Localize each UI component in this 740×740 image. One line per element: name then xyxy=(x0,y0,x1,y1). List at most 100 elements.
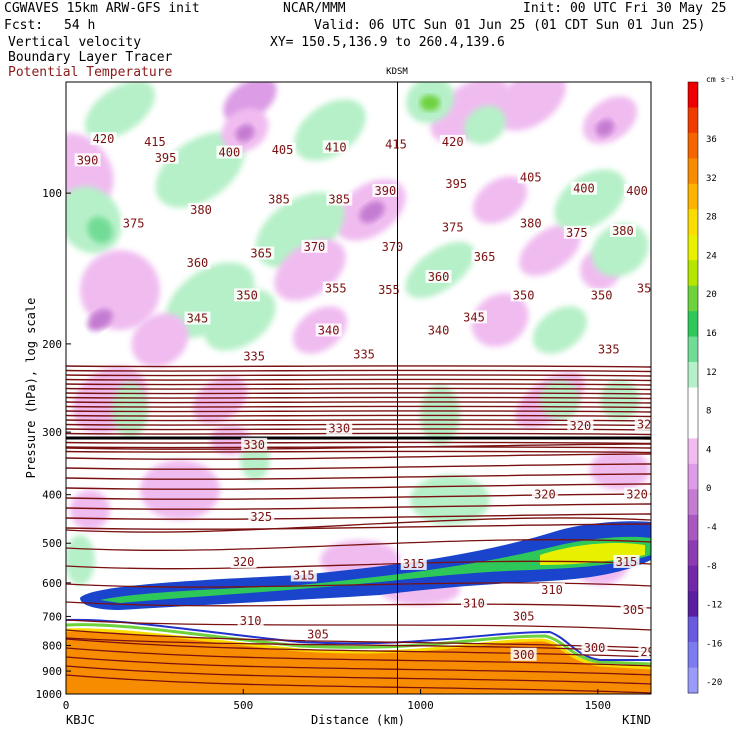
theta-contour xyxy=(66,432,651,436)
theta-label-bg xyxy=(120,216,147,230)
y-tick-label: 300 xyxy=(42,426,62,439)
forecast-hours: 54 h xyxy=(64,18,96,33)
theta-contour xyxy=(66,443,651,450)
colorbar-swatch xyxy=(688,616,698,643)
theta-label-bg xyxy=(90,132,117,146)
theta-label: 345 xyxy=(463,310,485,324)
theta-contour xyxy=(66,665,651,685)
theta-label-bg xyxy=(613,554,640,568)
theta-label: 320 xyxy=(570,419,592,433)
theta-label: 375 xyxy=(123,217,145,231)
model-title: CGWAVES 15km ARW-GFS init xyxy=(4,1,200,16)
velocity-blob xyxy=(235,124,255,142)
theta-label-bg xyxy=(74,153,101,167)
right-station-label: KIND xyxy=(622,713,651,727)
theta-contour xyxy=(66,396,651,400)
tracer-surface-outline xyxy=(66,623,651,666)
colorbar-label: 20 xyxy=(706,290,717,300)
theta-label: 410 xyxy=(325,140,347,154)
theta-label: 315 xyxy=(403,557,425,571)
colorbar-label: -4 xyxy=(706,523,717,533)
theta-contour xyxy=(66,428,651,431)
theta-label-bg xyxy=(624,183,651,197)
theta-label: 355 xyxy=(325,281,347,295)
velocity-blob xyxy=(131,313,189,367)
theta-label: 360 xyxy=(428,270,450,284)
colorbar-units: cm s⁻¹ xyxy=(706,75,735,84)
theta-label-bg xyxy=(248,509,275,523)
theta-contour xyxy=(66,463,651,470)
theta-label-bg xyxy=(425,323,452,337)
theta-label: 415 xyxy=(385,138,407,152)
theta-label: 395 xyxy=(445,177,467,191)
theta-label: 385 xyxy=(328,193,350,207)
theta-label: 335 xyxy=(598,342,620,356)
theta-label-bg xyxy=(595,342,622,356)
theta-label: 305 xyxy=(623,603,645,617)
theta-label-bg xyxy=(230,554,257,568)
colorbar-label: 12 xyxy=(706,368,717,378)
theta-label: 395 xyxy=(155,151,177,165)
theta-label: 380 xyxy=(520,217,542,231)
theta-label-bg xyxy=(634,281,651,295)
colorbar-swatch xyxy=(688,565,698,592)
theta-label: 340 xyxy=(318,323,340,337)
theta-label: 320 xyxy=(233,555,255,569)
theta-label: 420 xyxy=(442,135,464,149)
theta-label-bg xyxy=(517,170,544,184)
theta-label-bg xyxy=(326,192,353,206)
theta-label-bg xyxy=(266,192,292,206)
theta-contour xyxy=(66,410,651,413)
velocity-blob xyxy=(471,293,529,347)
theta-label: 375 xyxy=(442,220,464,234)
theta-contour xyxy=(66,656,651,676)
theta-label: 315 xyxy=(293,569,315,583)
theta-label-bg xyxy=(322,281,349,295)
theta-label-bg xyxy=(539,583,565,597)
colorbar-label: 0 xyxy=(706,484,711,494)
colorbar-swatch xyxy=(688,311,698,338)
theta-contour xyxy=(66,419,651,422)
velocity-blob xyxy=(532,306,588,354)
theta-label: 400 xyxy=(573,182,595,196)
theta-label-bg xyxy=(237,614,264,628)
y-tick-label: 400 xyxy=(42,489,62,502)
theta-contour xyxy=(66,637,651,653)
theta-label: 350 xyxy=(591,288,613,302)
y-tick-label: 600 xyxy=(42,577,62,590)
colorbar-swatch xyxy=(688,285,698,312)
colorbar-label: 28 xyxy=(706,213,717,223)
theta-label-bg xyxy=(269,142,296,156)
colorbar-label: 32 xyxy=(706,174,717,184)
theta-label: 310 xyxy=(463,597,485,611)
colorbar-swatch xyxy=(688,362,698,388)
colorbar-swatch xyxy=(688,158,698,185)
theta-label-bg xyxy=(141,134,168,148)
theta-label: 385 xyxy=(268,193,290,207)
theta-label-bg xyxy=(461,596,487,610)
theta-contour xyxy=(66,647,651,667)
theta-contour xyxy=(66,405,651,409)
theta-label-bg xyxy=(570,181,597,195)
velocity-blob xyxy=(420,95,440,111)
velocity-blob xyxy=(140,460,220,520)
velocity-blob xyxy=(464,105,506,145)
theta-label-bg xyxy=(439,220,466,234)
theta-contour xyxy=(66,601,651,609)
init-time: Init: 00 UTC Fri 30 May 25 xyxy=(523,1,727,16)
theta-label: 355 xyxy=(378,283,400,297)
theta-label-bg xyxy=(184,256,211,270)
theta-label: 380 xyxy=(190,203,212,217)
x-tick-label: 1000 xyxy=(407,699,434,712)
colorbar-label: 8 xyxy=(706,407,711,417)
theta-contour xyxy=(66,423,651,427)
colorbar-label: 4 xyxy=(706,445,711,455)
theta-label-bg xyxy=(322,140,349,154)
theta-label-bg xyxy=(400,556,427,570)
mid-station-label: KDSM xyxy=(386,67,408,77)
plot-frame xyxy=(65,81,652,695)
theta-contour xyxy=(66,619,651,631)
theta-label: 345 xyxy=(187,312,209,326)
theta-contour xyxy=(66,517,651,533)
